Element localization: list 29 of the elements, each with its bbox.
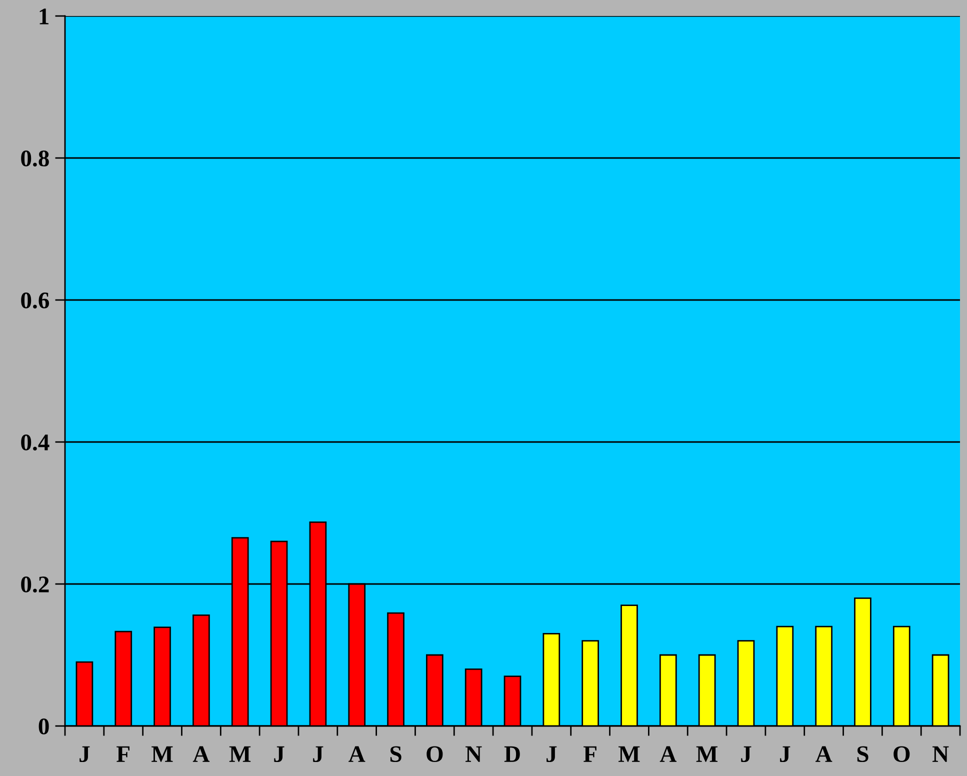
y-tick-label: 1	[40, 8, 48, 24]
x-tick-label: M	[229, 746, 251, 762]
y-tick-label: 0	[38, 718, 49, 734]
y-tick-label: 0.4	[21, 434, 50, 451]
x-tick-label: F	[584, 746, 596, 762]
x-tick-label: S	[857, 746, 868, 762]
x-tick-label: A	[660, 746, 677, 762]
y-tick-label: 0.8	[21, 150, 49, 167]
x-tick-label: S	[390, 746, 402, 762]
x-tick-label: O	[426, 746, 443, 762]
y-tick-label: 0.6	[21, 292, 50, 309]
y-tick-label: 0.2	[21, 576, 49, 593]
x-tick-label: A	[192, 746, 210, 762]
x-tick-label: J	[274, 746, 284, 762]
x-tick-label: M	[152, 746, 173, 762]
x-tick-label: J	[741, 746, 752, 762]
x-tick-label: J	[780, 746, 790, 762]
x-tick-label: M	[618, 746, 640, 762]
x-tick-label: N	[466, 746, 482, 762]
x-tick-label: N	[932, 746, 949, 762]
x-tick-label: A	[348, 746, 366, 762]
x-tick-label: D	[504, 746, 520, 762]
x-tick-label: O	[894, 746, 910, 762]
x-tick-label: F	[116, 746, 130, 762]
x-tick-label: J	[80, 746, 90, 762]
x-tick-label: M	[696, 746, 718, 762]
x-tick-label: A	[816, 746, 832, 762]
x-tick-label: J	[546, 746, 557, 762]
x-tick-label: J	[313, 746, 324, 762]
